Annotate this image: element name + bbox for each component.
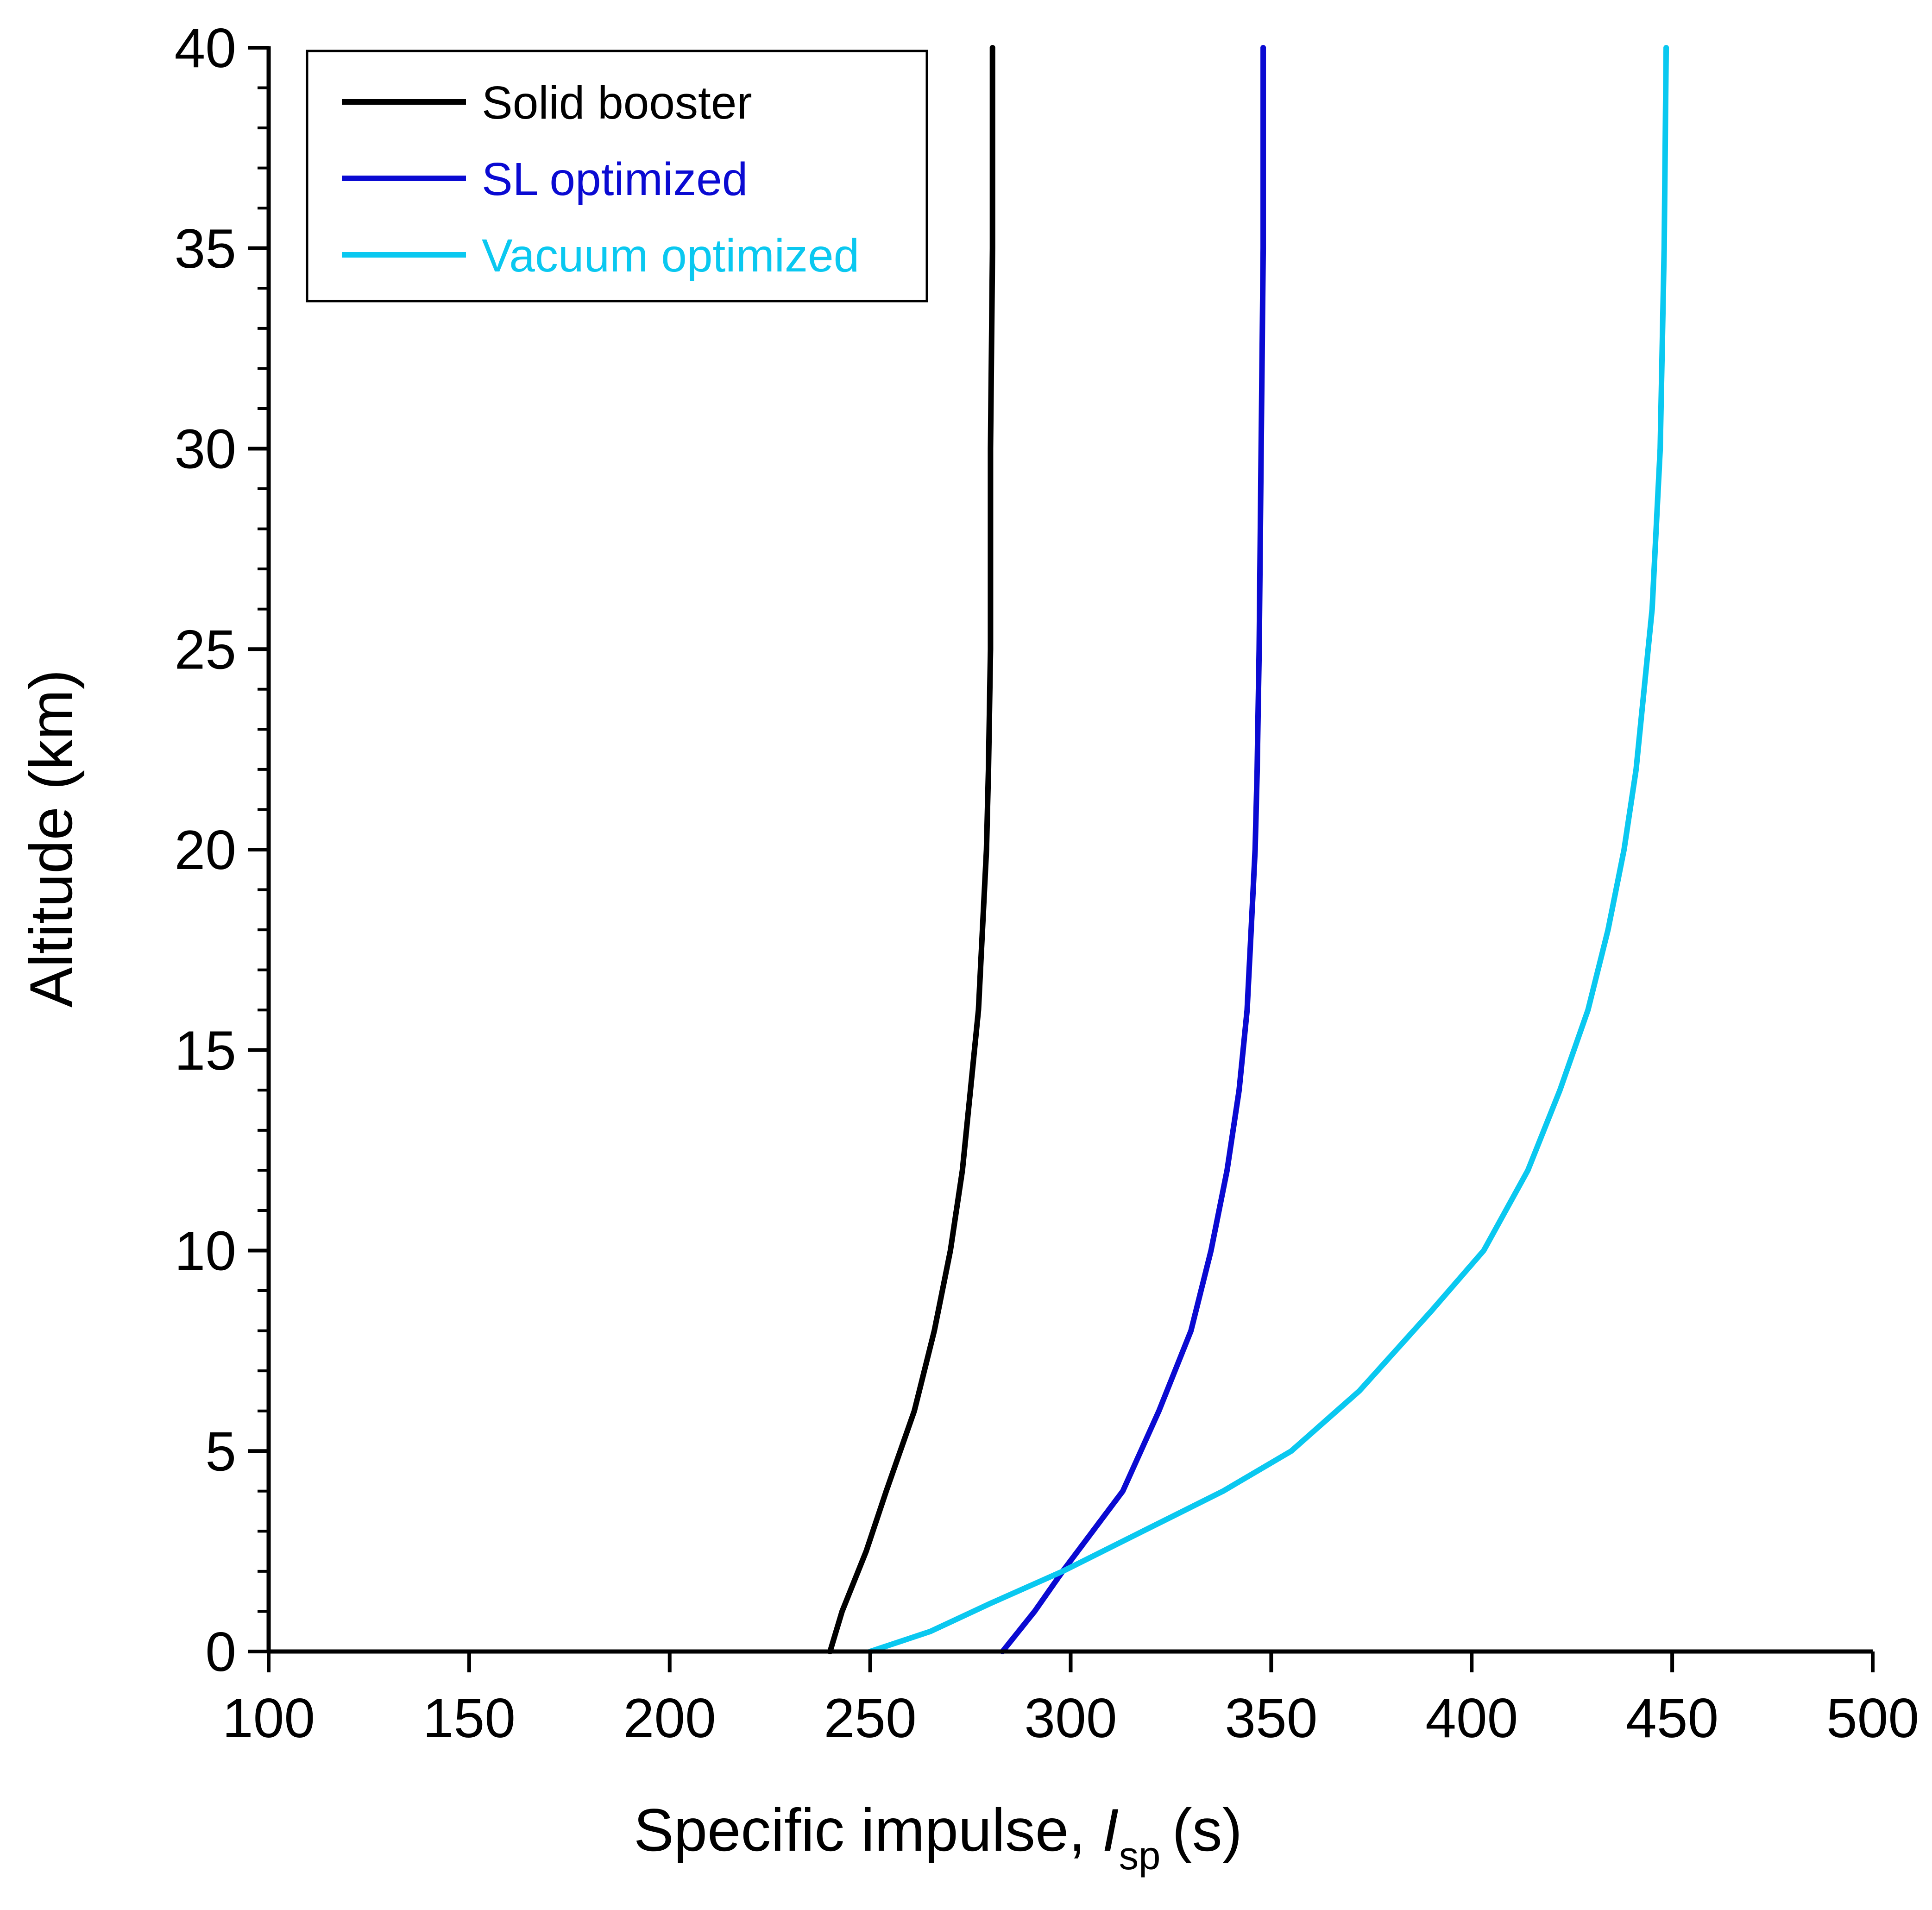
axes-layer: 0 5 10 15 20 25 30 35 40 100 150 200 250 300 350 400 450… [175, 17, 1919, 1749]
y-tick-label: 25 [175, 618, 236, 681]
x-axis-title-main: Specific impulse, [634, 1796, 1085, 1864]
y-tick-label: 40 [175, 17, 236, 79]
x-axis-title-symbol: I [1102, 1796, 1119, 1864]
x-tick-label: 500 [1826, 1687, 1919, 1749]
legend-label-solid-booster: Solid booster [482, 77, 752, 129]
y-tick-label: 15 [175, 1020, 236, 1082]
x-axis-title: Specific impulse, Isp (s) [634, 1796, 1242, 1878]
series-line-sl-optimized [1000, 45, 1266, 1654]
legend-label-sl-optimized: SL optimized [482, 153, 748, 205]
x-tick-label: 100 [222, 1687, 315, 1749]
y-tick-label: 5 [205, 1420, 236, 1482]
y-tick-label: 30 [175, 418, 236, 480]
y-tick-label: 0 [205, 1621, 236, 1683]
x-tick-label: 350 [1225, 1687, 1317, 1749]
y-tick-label: 20 [175, 819, 236, 881]
series-layer [827, 45, 1669, 1654]
legend-label-vacuum-optimized: Vacuum optimized [482, 230, 859, 282]
legend: Solid booster SL optimized Vacuum optimize… [306, 50, 928, 303]
y-tick-label: 10 [175, 1220, 236, 1282]
x-axis-title-subscript: sp [1119, 1834, 1161, 1878]
x-tick-label: 150 [423, 1687, 516, 1749]
series-line-vacuum-optimized [867, 45, 1669, 1654]
x-axis-title-unit: (s) [1172, 1796, 1242, 1864]
y-axis-title: Altitude (km) [17, 669, 85, 1008]
y-tick-label: 35 [175, 218, 236, 280]
series-line-solid-booster [827, 45, 995, 1654]
x-tick-label: 400 [1425, 1687, 1518, 1749]
x-tick-label: 300 [1024, 1687, 1117, 1749]
x-tick-label: 250 [824, 1687, 917, 1749]
x-tick-label: 200 [623, 1687, 716, 1749]
x-tick-label: 450 [1626, 1687, 1718, 1749]
